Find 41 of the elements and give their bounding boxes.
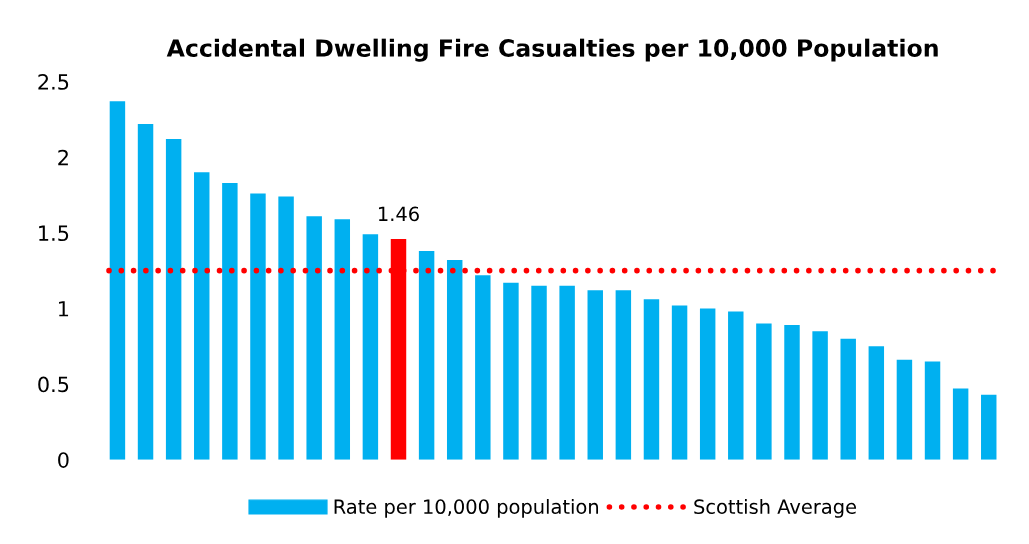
- y-tick-label: 1: [59, 301, 69, 317]
- bar: [278, 196, 294, 460]
- y-tick-label: 2: [58, 149, 68, 166]
- bar: [418, 250, 435, 460]
- y-tick-label: 2.5: [38, 74, 69, 90]
- y-tick-label: 0.5: [38, 376, 69, 393]
- bar: [728, 311, 744, 460]
- bar: [671, 305, 688, 460]
- bar: [137, 123, 154, 460]
- bar: [306, 216, 322, 460]
- bar: [109, 101, 126, 460]
- bar: [643, 299, 660, 460]
- bar: [587, 290, 603, 460]
- bar: [250, 193, 266, 460]
- bar: [952, 388, 969, 460]
- chart-title: Accidental Dwelling Fire Casualties per 10,000 Population: [166, 38, 938, 62]
- bar: [924, 361, 941, 460]
- bar: [812, 331, 828, 460]
- legend-label: Rate per 10,000 population: [334, 498, 598, 518]
- bar: [362, 234, 379, 460]
- bar: [334, 219, 351, 460]
- bar: [165, 139, 182, 460]
- bar: [222, 182, 238, 460]
- bar: [615, 290, 632, 460]
- bar: [699, 308, 716, 460]
- y-tick-label: 1.5: [39, 225, 69, 242]
- y-tick-label: 0: [58, 452, 69, 468]
- bar: [840, 338, 856, 460]
- bar: [559, 285, 575, 460]
- bar: [756, 323, 772, 460]
- data-label: 1.46: [378, 206, 419, 222]
- bar: [868, 346, 885, 460]
- bar: [784, 325, 800, 460]
- bar: [896, 359, 913, 460]
- bar: [981, 394, 997, 460]
- legend-label: Scottish Average: [694, 498, 857, 518]
- bar: [531, 285, 547, 460]
- bar: [475, 275, 491, 460]
- bar: [446, 260, 463, 460]
- bar: [503, 282, 519, 460]
- bar: [194, 172, 210, 460]
